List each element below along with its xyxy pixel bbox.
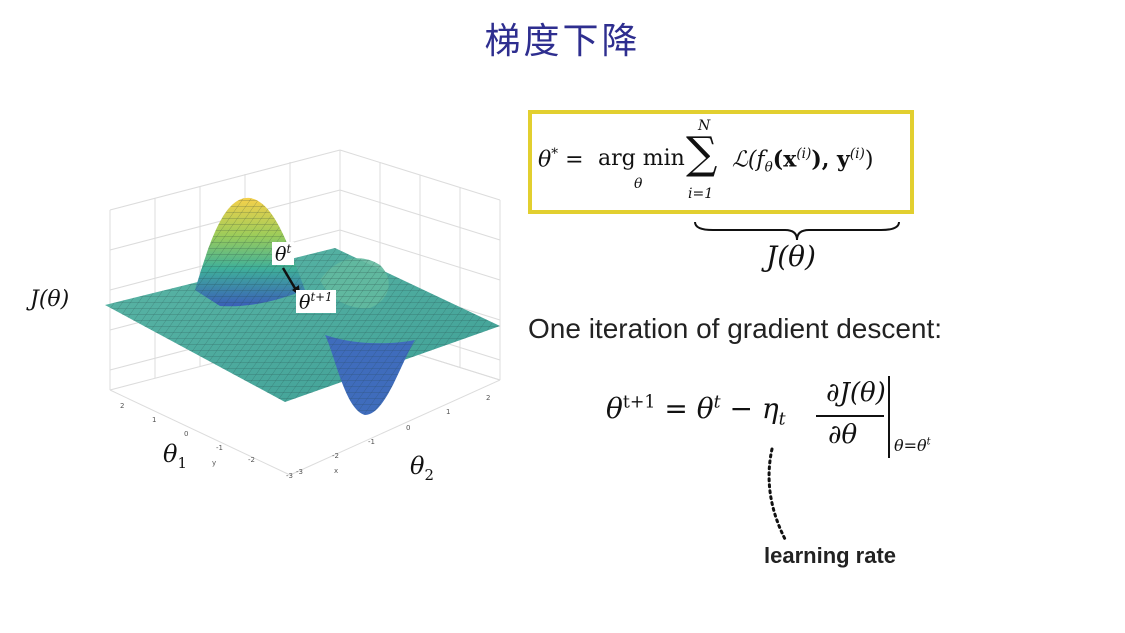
sum-bottom: i=1 (688, 186, 714, 202)
numerator: ∂J(θ) (826, 378, 886, 408)
sum-top: N (698, 118, 711, 134)
surface-plot: 2 1 0 -1 -2 -3 -3 -2 -1 0 1 2 y x (105, 149, 501, 480)
tick-left-3: -1 (216, 444, 223, 452)
tick-right-0: -3 (296, 468, 303, 476)
theta2-label: θ2 (410, 452, 434, 484)
fraction-bar (816, 415, 884, 417)
tick-left-1: 1 (152, 416, 156, 424)
brace-label: J(θ) (766, 240, 816, 273)
tick-right-2: -1 (368, 438, 375, 446)
descent-arrow (281, 267, 298, 291)
tick-right-4: 1 (446, 408, 450, 416)
point-theta-t1: θt+1 (296, 290, 336, 314)
z-axis-label: J(θ) (30, 287, 70, 312)
small-axis-x: x (334, 467, 338, 475)
tick-left-0: 2 (120, 402, 124, 410)
learning-rate-label: learning rate (764, 543, 897, 568)
tick-right-5: 2 (486, 394, 490, 402)
tick-right-1: -2 (332, 452, 339, 460)
update-heading: One iteration of gradient descent: (528, 313, 943, 344)
eval-subscript: θ=θt (894, 436, 931, 455)
argmin-sub: θ (634, 176, 643, 192)
eval-bar (888, 376, 890, 458)
tick-right-3: 0 (406, 424, 410, 432)
objective-lhs: θ* = (538, 146, 584, 173)
objective-box (528, 110, 914, 214)
underbrace (694, 221, 900, 241)
theta1-label: θ1 (163, 440, 187, 472)
sum-symbol: ∑ (686, 128, 718, 179)
tick-left-2: 0 (184, 430, 188, 438)
argmin: arg min (598, 146, 685, 171)
point-theta-t: θt (272, 242, 295, 266)
update-lhs: θt+1 = θt − ηt (606, 392, 786, 430)
tick-left-4: -2 (248, 456, 255, 464)
loss-expression: ℒ(fθ(x(i)), y(i)) (732, 146, 874, 176)
small-axis-y: y (212, 459, 216, 467)
slide-title: 梯度下降 (484, 21, 641, 62)
tick-left-5: -3 (286, 472, 293, 480)
denominator: ∂θ (828, 420, 858, 450)
lr-pointer (767, 447, 788, 543)
